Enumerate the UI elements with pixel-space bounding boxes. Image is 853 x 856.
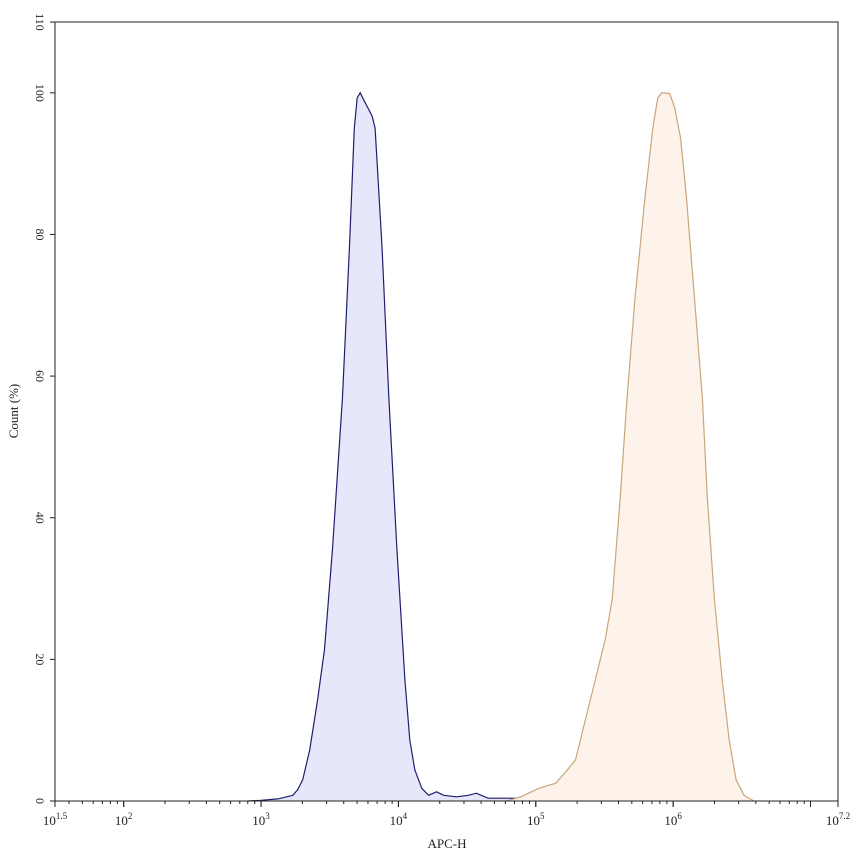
x-axis: 101.5 102 103 104 105 106 107.2 [43, 801, 850, 828]
y-axis: 0 20 40 60 80 100 110 [33, 13, 55, 804]
y-tick-label: 110 [33, 13, 47, 31]
y-tick-label: 0 [33, 798, 47, 804]
series-2-line [505, 92, 755, 802]
y-axis-label: Count (%) [6, 384, 21, 439]
x-tick-label: 106 [664, 811, 682, 828]
x-tick-label: 104 [390, 811, 408, 828]
x-tick-label: 103 [252, 811, 270, 828]
x-tick-label: 105 [527, 811, 545, 828]
y-tick-label: 20 [33, 653, 47, 665]
x-axis-label: APC-H [427, 836, 466, 851]
y-tick-label: 80 [33, 228, 47, 240]
y-tick-label: 100 [33, 84, 47, 102]
y-tick-label: 60 [33, 370, 47, 382]
series-layer [248, 91, 755, 802]
y-tick-label: 40 [33, 512, 47, 524]
series-1-line [248, 91, 616, 802]
x-tick-label: 101.5 [43, 811, 68, 828]
series-2-fill [506, 92, 754, 802]
x-tick-label: 107.2 [826, 811, 850, 828]
x-tick-label: 102 [115, 811, 132, 828]
series-1-fill [248, 92, 616, 802]
plot-frame [54, 21, 839, 802]
